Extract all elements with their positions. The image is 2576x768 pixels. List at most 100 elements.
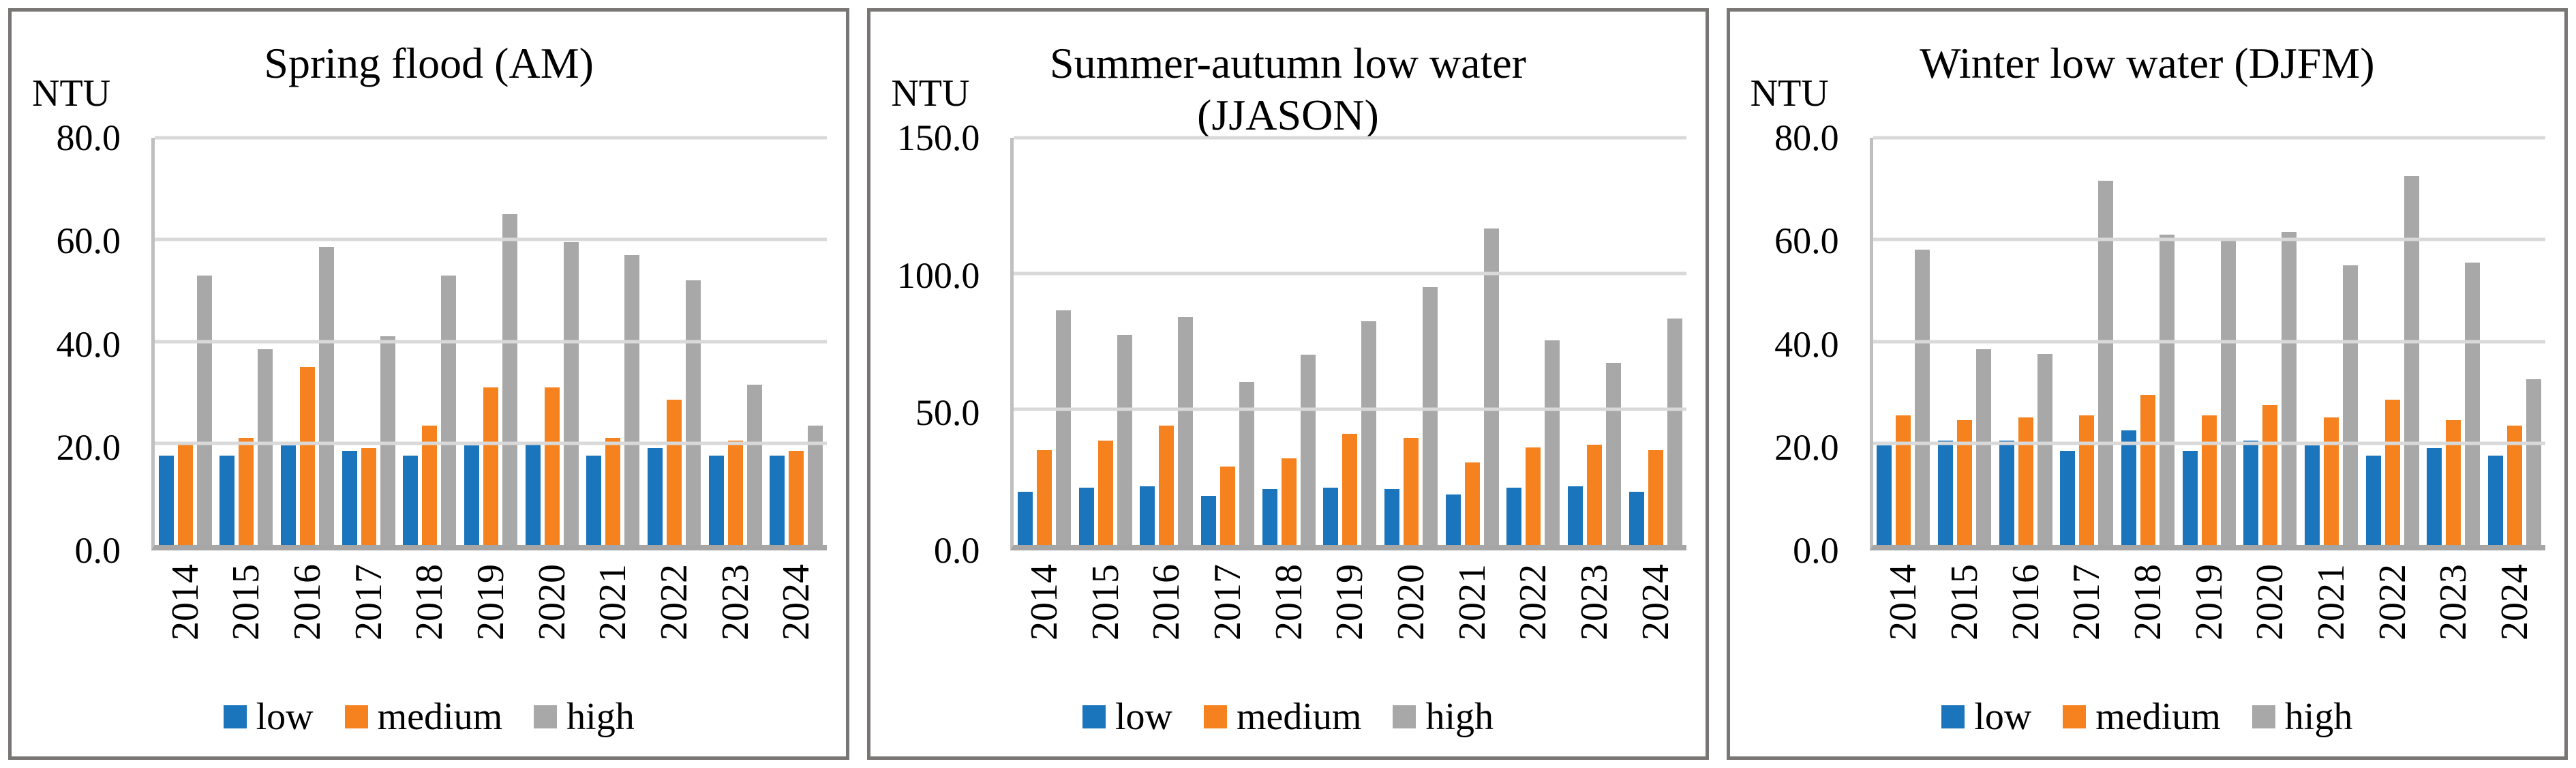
x-axis-label-cell: 2022 (643, 564, 705, 683)
bar-low-2014 (1877, 445, 1892, 545)
bar-high-2022 (2404, 175, 2419, 545)
bar-group-2021 (583, 138, 644, 545)
bar-medium-2022 (2384, 400, 2400, 545)
gridline (1014, 407, 1686, 411)
x-axis-label-cell: 2017 (338, 564, 399, 683)
legend-item-low: low (1082, 695, 1172, 739)
bars-layer (1873, 138, 2545, 545)
x-axis-label: 2023 (1573, 564, 1616, 640)
bar-low-2018 (1262, 489, 1277, 545)
chart-title: Summer-autumn low water (JJASON) (1049, 39, 1526, 139)
gridline (155, 237, 828, 241)
x-axis-label-cell: 2023 (705, 564, 766, 683)
bar-high-2024 (808, 425, 823, 545)
bar-medium-2022 (1526, 447, 1541, 545)
bar-group-2023 (1564, 138, 1625, 545)
bar-medium-2024 (1648, 449, 1663, 545)
x-axis-label: 2018 (408, 564, 451, 640)
bar-medium-2019 (1342, 433, 1358, 545)
x-axis-label: 2015 (225, 564, 268, 640)
bar-low-2017 (1201, 496, 1217, 545)
y-axis-tick-label: 80.0 (1774, 117, 1839, 158)
bar-high-2019 (1361, 321, 1377, 545)
bar-low-2020 (2243, 441, 2259, 545)
x-axis-label-cell: 2018 (399, 564, 461, 683)
bar-low-2022 (1506, 488, 1522, 545)
bar-group-2022 (1503, 138, 1564, 545)
bar-low-2023 (1568, 486, 1584, 545)
bar-high-2014 (1056, 310, 1072, 545)
bar-group-2018 (2117, 138, 2179, 545)
x-axis-label-cell: 2024 (2484, 564, 2545, 683)
x-axis-label-cell: 2019 (460, 564, 521, 683)
x-axis-label-cell: 2015 (1075, 564, 1136, 683)
bar-low-2021 (2305, 445, 2320, 545)
x-axis-label: 2017 (2065, 564, 2108, 640)
x-axis-labels: 2014 2015 2016 2017 2018 2019 2020 2021 2022 2023… (1873, 564, 2545, 683)
bar-high-2023 (1606, 363, 1622, 545)
x-axis-label: 2024 (775, 564, 818, 640)
bar-medium-2023 (1587, 444, 1603, 545)
bar-group-2024 (2484, 138, 2545, 545)
y-axis-tick-labels: 80.0 60.0 40.0 20.0 0.0 (12, 119, 121, 569)
x-axis-label: 2022 (1512, 564, 1555, 640)
x-axis-label: 2015 (1943, 564, 1986, 640)
bar-high-2016 (2037, 354, 2052, 545)
legend-item-high: high (534, 695, 635, 739)
legend-swatch-high (1393, 705, 1416, 728)
x-axis-label-cell: 2021 (583, 564, 644, 683)
bar-group-2022 (643, 138, 705, 545)
x-axis-label: 2017 (1207, 564, 1249, 640)
x-axis-label-cell: 2015 (216, 564, 277, 683)
y-axis-tick-label: 40.0 (1774, 323, 1839, 365)
bar-medium-2020 (544, 387, 560, 545)
bar-medium-2015 (239, 438, 254, 545)
bar-medium-2015 (1097, 440, 1113, 545)
x-axis-label-cell: 2022 (2362, 564, 2423, 683)
x-axis-label: 2024 (2494, 564, 2536, 640)
bar-medium-2024 (789, 450, 804, 545)
x-axis-label-cell: 2024 (1625, 564, 1686, 683)
bar-low-2019 (1323, 488, 1339, 545)
bar-group-2017 (1197, 138, 1258, 545)
bar-high-2022 (1545, 340, 1560, 545)
bar-group-2019 (460, 138, 521, 545)
bar-low-2022 (648, 448, 663, 545)
x-axis-label-cell: 2017 (2057, 564, 2118, 683)
bar-high-2016 (1178, 316, 1194, 545)
x-axis-label: 2015 (1084, 564, 1127, 640)
x-axis-label: 2014 (164, 564, 207, 640)
legend-swatch-high (2252, 705, 2275, 728)
x-axis-label-cell: 2016 (1136, 564, 1198, 683)
legend-item-medium: medium (2063, 695, 2221, 739)
legend-label: medium (2095, 696, 2221, 738)
bar-low-2014 (158, 456, 174, 545)
bar-low-2024 (770, 456, 785, 545)
bar-group-2021 (1442, 138, 1503, 545)
x-axis-label-cell: 2023 (2423, 564, 2485, 683)
gridline (1873, 441, 2545, 445)
gridline (1014, 136, 1686, 140)
plot-area (1010, 136, 1686, 550)
chart-panel-summer-autumn: Summer-autumn low water (JJASON) NTU 150… (867, 8, 1709, 760)
bar-medium-2016 (2018, 417, 2033, 545)
x-axis-label-cell: 2016 (1995, 564, 2057, 683)
x-axis-label-cell: 2015 (1934, 564, 1995, 683)
bar-group-2017 (2057, 138, 2118, 545)
bar-medium-2014 (1037, 449, 1052, 545)
bars-layer (155, 138, 827, 545)
bar-medium-2023 (2446, 420, 2461, 545)
legend-swatch-low (223, 705, 247, 728)
y-axis-tick-label: 50.0 (915, 392, 980, 434)
bar-high-2024 (2526, 379, 2542, 545)
bar-medium-2019 (2201, 415, 2217, 545)
bar-low-2016 (281, 445, 297, 545)
legend: low medium high (870, 695, 1705, 739)
gridline (1014, 271, 1686, 276)
bar-group-2016 (1136, 138, 1198, 545)
bar-group-2015 (216, 138, 277, 545)
bar-high-2023 (2465, 262, 2481, 545)
bar-low-2022 (2365, 456, 2381, 545)
x-axis-label-cell: 2020 (1380, 564, 1442, 683)
bar-medium-2021 (2324, 417, 2339, 545)
